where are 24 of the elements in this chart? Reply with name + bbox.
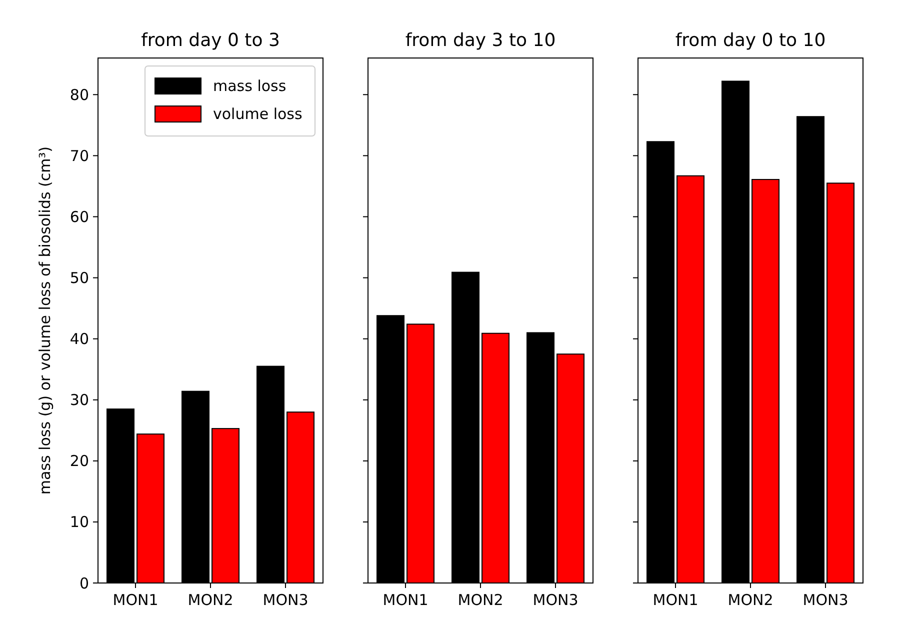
legend-label: volume loss	[213, 105, 302, 123]
x-tick-label: MON1	[382, 591, 428, 609]
y-tick-label: 40	[70, 330, 89, 348]
x-tick-label: MON1	[652, 591, 698, 609]
y-tick-label: 70	[70, 146, 89, 165]
y-tick-label: 20	[70, 452, 89, 470]
y-axis-title: mass loss (g) or volume loss of biosolids (cm³)	[36, 146, 54, 495]
y-tick-label: 50	[70, 269, 89, 288]
y-tick-label: 80	[70, 86, 89, 104]
x-tick-label: MON3	[532, 591, 578, 609]
x-tick-label: MON2	[728, 591, 774, 609]
y-tick-label: 30	[70, 391, 89, 410]
y-tick-label: 60	[70, 208, 89, 226]
legend-label: mass loss	[213, 77, 286, 95]
x-tick-label: MON2	[458, 591, 504, 609]
x-tick-label: MON1	[112, 591, 158, 609]
chart-title: from day 3 to 10	[405, 30, 556, 51]
x-tick-label: MON3	[262, 591, 308, 609]
chart-title: from day 0 to 3	[141, 30, 280, 51]
x-tick-label: MON3	[802, 591, 848, 609]
y-tick-label: 0	[79, 574, 89, 592]
x-tick-label: MON2	[188, 591, 234, 609]
chart-title: from day 0 to 10	[675, 30, 826, 51]
y-tick-label: 10	[70, 513, 89, 532]
